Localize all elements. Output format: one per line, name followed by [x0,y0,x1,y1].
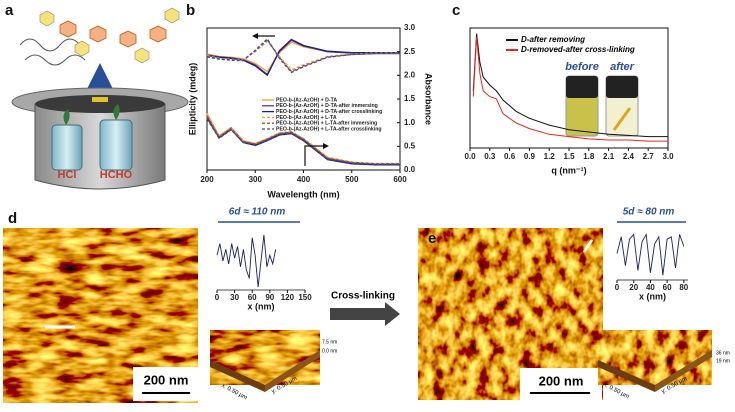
series-line [206,38,400,73]
x-tick-label: 3.0 [662,152,674,161]
series-line [206,37,400,74]
x-tick-label: 20 [629,283,638,292]
legend-label: D-removed-after cross-linking [521,45,635,54]
scale-line [582,239,594,253]
photo-label: after [610,61,635,73]
scale-label: 200 nm [144,372,189,387]
z-label: 7.5 nm [322,339,337,345]
x-axis-label: q (nm⁻¹) [551,165,586,175]
legend-label: PEO-b-(Az-AzOH) + L-TA [276,115,337,121]
y2-tick-label: 2.0 [404,70,416,79]
arrow-label: Cross-linking [331,291,395,302]
x-tick-label: 500 [345,175,359,184]
panel-label: b [186,2,195,19]
z-label: 19 nm [716,358,730,364]
x-tick-label: 0 [215,293,220,302]
scale-box [520,368,602,401]
vial-cap [606,76,638,98]
y2-tick-label: 0.5 [404,141,416,150]
x-tick-label: 400 [297,175,311,184]
x-tick-label: 0.9 [524,152,536,161]
x-axis-label: x (nm) [639,291,666,301]
x-tick-label: 2.4 [623,152,635,161]
absorbance-line [206,118,400,165]
photo-label: before [565,61,599,73]
arrow-head [252,33,258,39]
axis-label-3d: x: 0.50 µm [602,382,630,401]
x-tick-label: 0.0 [464,152,476,161]
vial-label: HCHO [100,169,133,181]
legend-label: D-after removing [521,35,585,44]
x-axis-label: Wavelength (nm) [267,189,339,199]
y-axis-label: Ellipticity (mdeg) [187,63,197,136]
x-tick-label: 0 [615,283,620,292]
x-tick-label: 90 [265,293,274,302]
x-tick-label: 2.1 [603,152,615,161]
vial-label: HCl [58,169,77,181]
afm-3d-side [598,360,655,392]
panel-label: c [452,2,460,19]
legend-label: PEO-b-(Az-AzOH) + D-TA-after crosslinkin… [276,109,382,115]
z-label: 36 nm [716,350,730,356]
series-line [472,37,668,142]
x-tick-label: 200 [200,175,214,184]
profile-line [216,234,277,288]
scale-box [133,367,199,401]
legend-label: PEO-b-(Az-AzOH) + L-TA-after immersing [276,121,377,127]
panel-label: a [5,2,14,19]
panel-label: e [428,230,436,247]
legend-label: PEO-b-(Az-AzOH) + D-TA [276,97,337,103]
profile-title: 5d ≈ 80 nm [623,207,675,218]
x-tick-label: 120 [281,293,295,302]
x-tick-label: 40 [646,283,655,292]
x-axis-label: x (nm) [248,301,275,311]
panel-a-illustration [11,7,189,190]
x-tick-label: 150 [298,293,312,302]
axis-label-3d: x: 0.50 µm [220,383,248,402]
x-tick-label: 1.8 [583,152,595,161]
series-line [206,38,400,77]
profile-title: 6d ≈ 110 nm [229,207,286,218]
x-tick-label: 1.5 [563,152,575,161]
x-tick-label: 60 [248,293,257,302]
x-tick-label: 80 [679,283,688,292]
afm-3d-side [210,360,265,392]
profile-line [616,232,685,276]
x-tick-label: 30 [230,293,239,302]
panel-label: d [8,210,17,227]
legend-label: PEO-b-(Az-AzOH) + L-TA-after crosslinkin… [276,126,382,132]
z-label: 0.0 nm [322,348,337,354]
vial-cap [566,76,598,98]
afm-3d-side [655,350,712,392]
afm-3d-side [265,350,320,392]
x-tick-label: 60 [663,283,672,292]
y2-tick-label: 2.5 [404,47,416,56]
y2-tick-label: 1.5 [404,94,416,103]
x-tick-label: 2.7 [643,152,655,161]
y2-tick-label: 3.0 [404,23,416,32]
x-tick-label: 1.2 [544,152,556,161]
process-arrow [330,302,400,326]
x-tick-label: 0.3 [484,152,496,161]
x-tick-label: 600 [393,175,407,184]
y2-axis-label: Absorbance [424,73,434,125]
legend-label: PEO-b-(Az-AzOH) + D-TA-after immersing [276,103,378,109]
y2-tick-label: 1.0 [404,118,416,127]
x-tick-label: 0.6 [504,152,516,161]
film [612,107,632,131]
annotation-arrow [304,145,325,166]
absorbance-line [206,116,400,165]
afm-3d-d [210,330,320,385]
x-tick-label: 300 [249,175,263,184]
y2-tick-label: 0.0 [404,165,416,174]
series-line [472,33,668,138]
scale-label: 200 nm [539,373,584,388]
arrow-head [323,143,329,149]
afm-3d-e [598,330,712,385]
